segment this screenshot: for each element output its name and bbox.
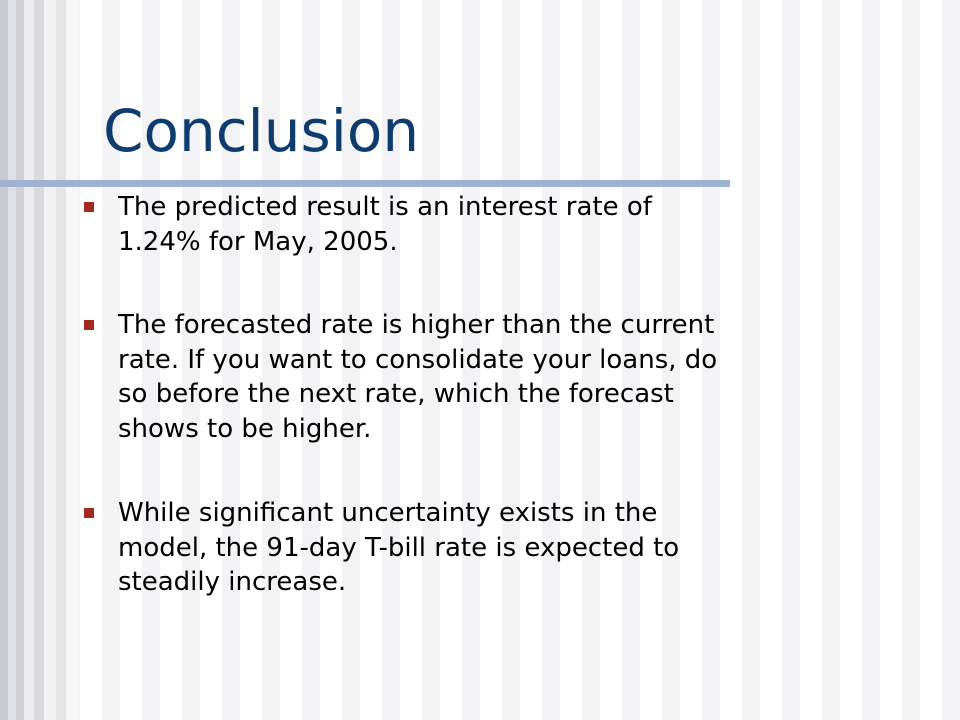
bullet-item: The forecasted rate is higher than the c… xyxy=(84,308,718,446)
bullet-line: so before the next rate, which the forec… xyxy=(118,379,674,409)
bullet-line: shows to be higher. xyxy=(118,413,372,444)
bullet-line: model, the 91-day T-bill rate is expecte… xyxy=(118,532,680,563)
stripe-panel xyxy=(0,0,78,720)
bullet-item: The predicted result is an interest rate… xyxy=(84,190,652,259)
slide-title: Conclusion xyxy=(103,97,420,165)
bullet-line: steadily increase. xyxy=(118,567,347,597)
bullet-item: While significant uncertainty exists in … xyxy=(84,496,680,600)
bullet-line: The forecasted rate is higher than the c… xyxy=(118,310,715,340)
bullet-line: The predicted result is an interest rate… xyxy=(118,192,652,222)
bullet-marker xyxy=(84,320,94,330)
bullet-line: While significant uncertainty exists in … xyxy=(118,498,658,528)
bullet-marker xyxy=(84,508,94,518)
bullet-line: 1.24% for May, 2005. xyxy=(118,226,398,257)
title-rule xyxy=(0,180,730,187)
bullet-line: rate. If you want to consolidate your lo… xyxy=(118,344,718,375)
bullet-marker xyxy=(84,202,94,212)
